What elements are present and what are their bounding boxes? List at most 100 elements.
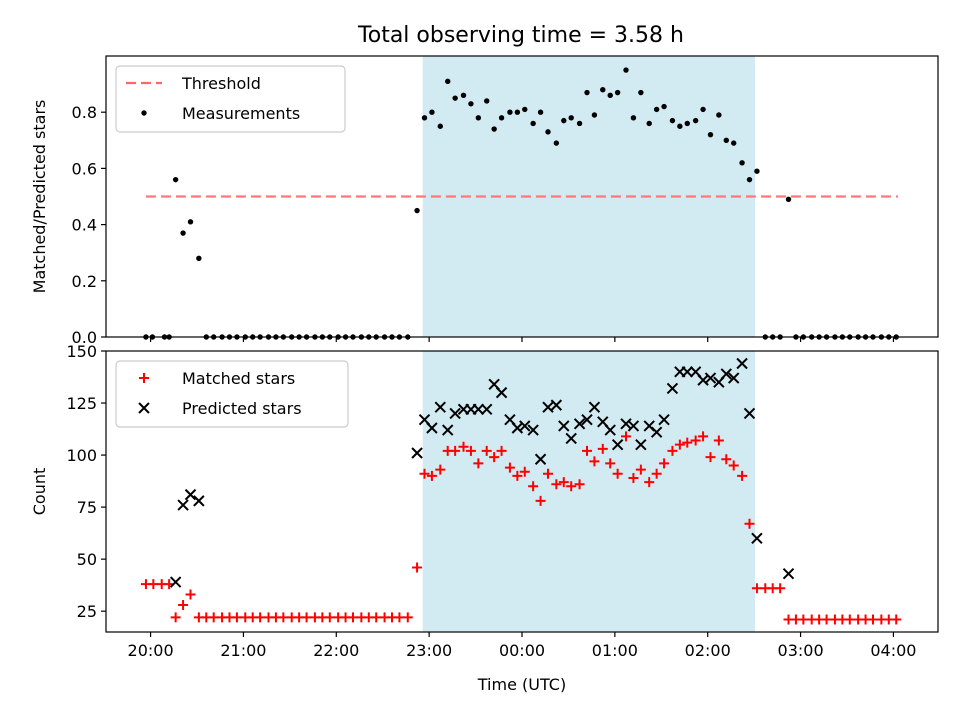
data-point: [576, 120, 583, 127]
data-point: [514, 109, 521, 115]
x-marker: [527, 424, 539, 436]
plus-marker: [512, 470, 523, 481]
plus-marker: [301, 612, 312, 623]
x-marker: [411, 447, 423, 459]
x-marker: [611, 438, 624, 451]
y-axis-label: Matched/Predicted stars: [30, 100, 49, 294]
plus-marker: [419, 468, 430, 479]
data-point: [638, 89, 644, 96]
plus-marker: [621, 431, 631, 442]
x-marker: [184, 488, 197, 501]
plus-marker: [705, 452, 716, 463]
x-marker: [782, 568, 795, 580]
x-marker: [169, 576, 182, 588]
plus-marker: [713, 435, 724, 446]
data-point: [692, 117, 699, 124]
y-tick-label: 0.8: [72, 103, 97, 122]
data-point: [561, 117, 567, 124]
legend-label: Threshold: [181, 74, 261, 93]
plus-marker: [737, 470, 748, 481]
plus-marker: [566, 481, 577, 492]
plus-marker: [821, 614, 832, 625]
legend-label: Matched stars: [182, 369, 295, 388]
data-point: [522, 106, 528, 113]
y-tick-label: 75: [77, 498, 97, 517]
data-point: [614, 89, 621, 96]
plus-marker: [612, 468, 623, 479]
x-marker: [604, 424, 616, 436]
plus-marker: [775, 583, 786, 594]
series-predicted-stars: [169, 357, 795, 588]
data-point: [716, 112, 722, 118]
x-marker: [442, 424, 454, 436]
plus-marker: [371, 612, 382, 623]
plus-marker: [185, 589, 196, 600]
plus-marker: [682, 437, 693, 448]
plus-marker: [178, 599, 189, 610]
plus-marker: [597, 443, 608, 454]
x-marker: [704, 372, 717, 384]
x-marker: [720, 368, 732, 380]
plus-marker: [635, 464, 646, 475]
data-point: [723, 137, 729, 143]
x-marker: [472, 403, 485, 415]
plus-marker: [402, 612, 413, 623]
y-axis-label: Count: [30, 468, 49, 516]
data-point: [553, 140, 560, 146]
x-marker: [519, 420, 531, 432]
plus-marker: [348, 612, 358, 623]
plus-marker: [605, 458, 616, 469]
data-point: [429, 109, 435, 115]
data-point: [475, 115, 482, 121]
plus-marker: [644, 477, 655, 488]
x-tick-label: 20:00: [128, 641, 174, 660]
legend-dot-swatch: [141, 110, 147, 116]
data-point: [537, 109, 544, 115]
x-marker: [495, 386, 508, 399]
data-point: [507, 109, 513, 115]
x-marker: [481, 403, 493, 415]
plus-marker: [324, 612, 335, 623]
data-point: [187, 219, 194, 225]
legend-label: Measurements: [182, 104, 300, 123]
data-point: [468, 101, 474, 107]
x-marker: [635, 438, 647, 451]
x-marker: [193, 495, 205, 507]
plus-marker: [519, 466, 530, 477]
plus-marker: [489, 452, 500, 463]
x-marker: [658, 413, 670, 426]
plus-marker: [435, 464, 446, 475]
data-point: [452, 95, 458, 101]
legend: Matched stars Predicted stars: [115, 360, 349, 428]
x-tick-label: 02:00: [685, 641, 731, 660]
x-marker: [743, 407, 756, 420]
x-tick-label: 21:00: [220, 641, 266, 660]
y-tick-label: 100: [66, 446, 97, 465]
y-tick-label: 50: [77, 550, 97, 569]
x-tick-label: 22:00: [313, 641, 359, 660]
data-point: [414, 207, 420, 214]
x-marker: [534, 453, 547, 465]
plus-marker: [496, 445, 507, 456]
plus-marker: [574, 479, 585, 490]
plus-marker: [465, 445, 476, 456]
plus-marker: [426, 470, 437, 481]
plus-marker: [255, 612, 266, 623]
data-point: [460, 92, 467, 99]
data-point: [445, 78, 451, 84]
legend-box: [115, 360, 349, 428]
data-point: [484, 98, 490, 104]
x-marker: [581, 413, 593, 426]
plus-marker: [721, 454, 732, 465]
data-point: [584, 89, 590, 96]
plus-marker: [458, 441, 469, 452]
data-point: [646, 120, 652, 127]
data-point: [607, 92, 613, 99]
data-point: [530, 120, 536, 127]
x-marker: [736, 357, 748, 370]
data-point: [739, 160, 745, 166]
data-point: [707, 131, 714, 138]
data-point: [421, 115, 428, 121]
plus-marker: [868, 614, 878, 625]
